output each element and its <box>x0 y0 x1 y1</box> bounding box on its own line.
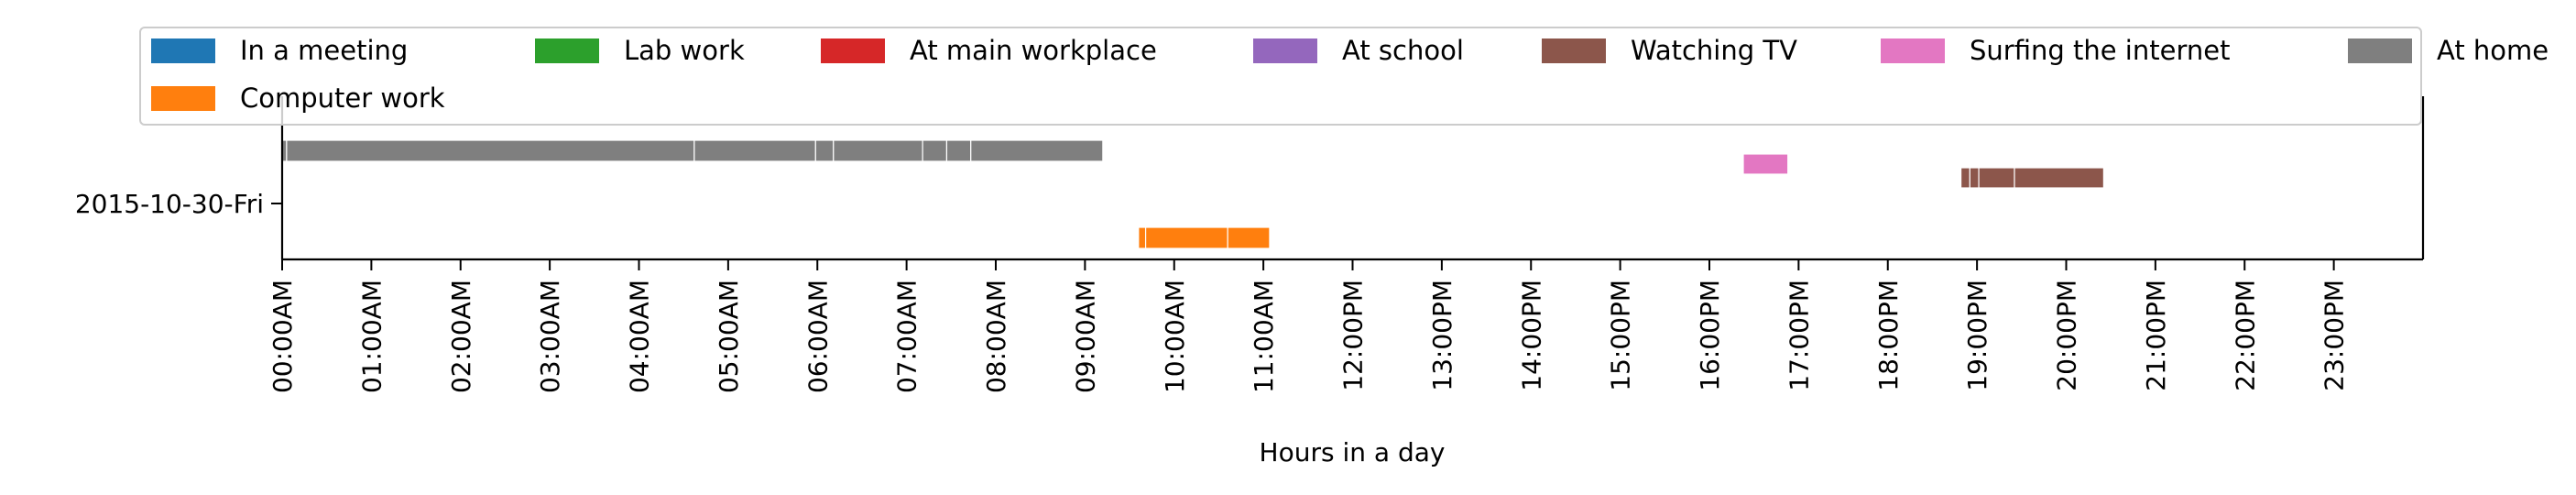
legend-label: Computer work <box>240 82 445 114</box>
x-axis: 00:00AM 01:00AM 02:00AM 03:00AM 04:00AM 05:00… <box>267 259 2350 393</box>
bar-segment <box>970 139 1104 162</box>
x-tick-label: 21:00PM <box>2141 280 2171 391</box>
legend-swatch <box>535 38 599 63</box>
x-axis-label: Hours in a day <box>1260 437 1446 468</box>
bar-segment <box>922 139 948 162</box>
x-tick-label: 15:00PM <box>1606 280 1636 391</box>
legend-label: At school <box>1342 35 1464 66</box>
y-tick-label: 2015-10-30-Fri <box>75 189 264 219</box>
x-tick-label: 19:00PM <box>1962 280 1992 391</box>
x-tick-label: 03:00AM <box>535 280 565 393</box>
y-axis: 2015-10-30-Fri <box>75 189 282 219</box>
legend-label: Lab work <box>624 35 745 66</box>
legend-label: In a meeting <box>240 35 408 66</box>
legend-swatch <box>151 86 215 111</box>
legend-swatch <box>1881 38 1945 63</box>
legend-swatch <box>1253 38 1317 63</box>
x-tick-label: 01:00AM <box>356 280 387 393</box>
legend-swatch <box>151 38 215 63</box>
x-tick-label: 00:00AM <box>267 280 298 393</box>
x-tick-label: 20:00PM <box>2052 280 2082 391</box>
legend-frame <box>139 27 2422 126</box>
bar-segment <box>833 139 923 162</box>
legend-label: Watching TV <box>1631 35 1797 66</box>
bar-segment <box>814 139 835 162</box>
bar-segment <box>286 139 695 162</box>
x-tick-label: 13:00PM <box>1427 280 1457 391</box>
legend-swatch <box>1542 38 1606 63</box>
x-tick-label: 22:00PM <box>2230 280 2260 391</box>
x-tick-label: 11:00AM <box>1249 280 1279 393</box>
bar-segment <box>1138 226 1147 249</box>
x-tick-label: 09:00AM <box>1070 280 1100 393</box>
bar-segment <box>1960 167 1970 189</box>
bar-segment <box>1969 167 1980 189</box>
x-tick-label: 10:00AM <box>1160 280 1190 393</box>
legend-label: Surfing the internet <box>1970 35 2230 66</box>
bar-segment <box>945 139 972 162</box>
bar-segment <box>2014 167 2105 189</box>
bar-segment <box>1978 167 2015 189</box>
bar-segment <box>1742 153 1789 175</box>
x-tick-label: 18:00PM <box>1873 280 1904 391</box>
x-tick-label: 08:00AM <box>981 280 1011 393</box>
legend-swatch <box>2348 38 2412 63</box>
legend-label: At main workplace <box>910 35 1157 66</box>
legend: In a meeting Computer work Lab work At main… <box>139 27 2549 126</box>
bar-segment <box>1144 226 1228 249</box>
legend-swatch <box>821 38 885 63</box>
x-tick-label: 07:00AM <box>892 280 922 393</box>
x-tick-label: 14:00PM <box>1516 280 1546 391</box>
bars-layer <box>281 139 2105 249</box>
bar-segment <box>1227 226 1271 249</box>
x-tick-label: 04:00AM <box>625 280 655 393</box>
x-tick-label: 16:00PM <box>1695 280 1725 391</box>
x-tick-label: 05:00AM <box>714 280 744 393</box>
legend-label: At home <box>2437 35 2549 66</box>
x-tick-label: 17:00PM <box>1784 280 1814 391</box>
bar-segment <box>693 139 816 162</box>
x-tick-label: 12:00PM <box>1338 280 1369 391</box>
x-tick-label: 23:00PM <box>2319 280 2350 391</box>
x-tick-label: 02:00AM <box>446 280 476 393</box>
x-tick-label: 06:00AM <box>802 280 833 393</box>
